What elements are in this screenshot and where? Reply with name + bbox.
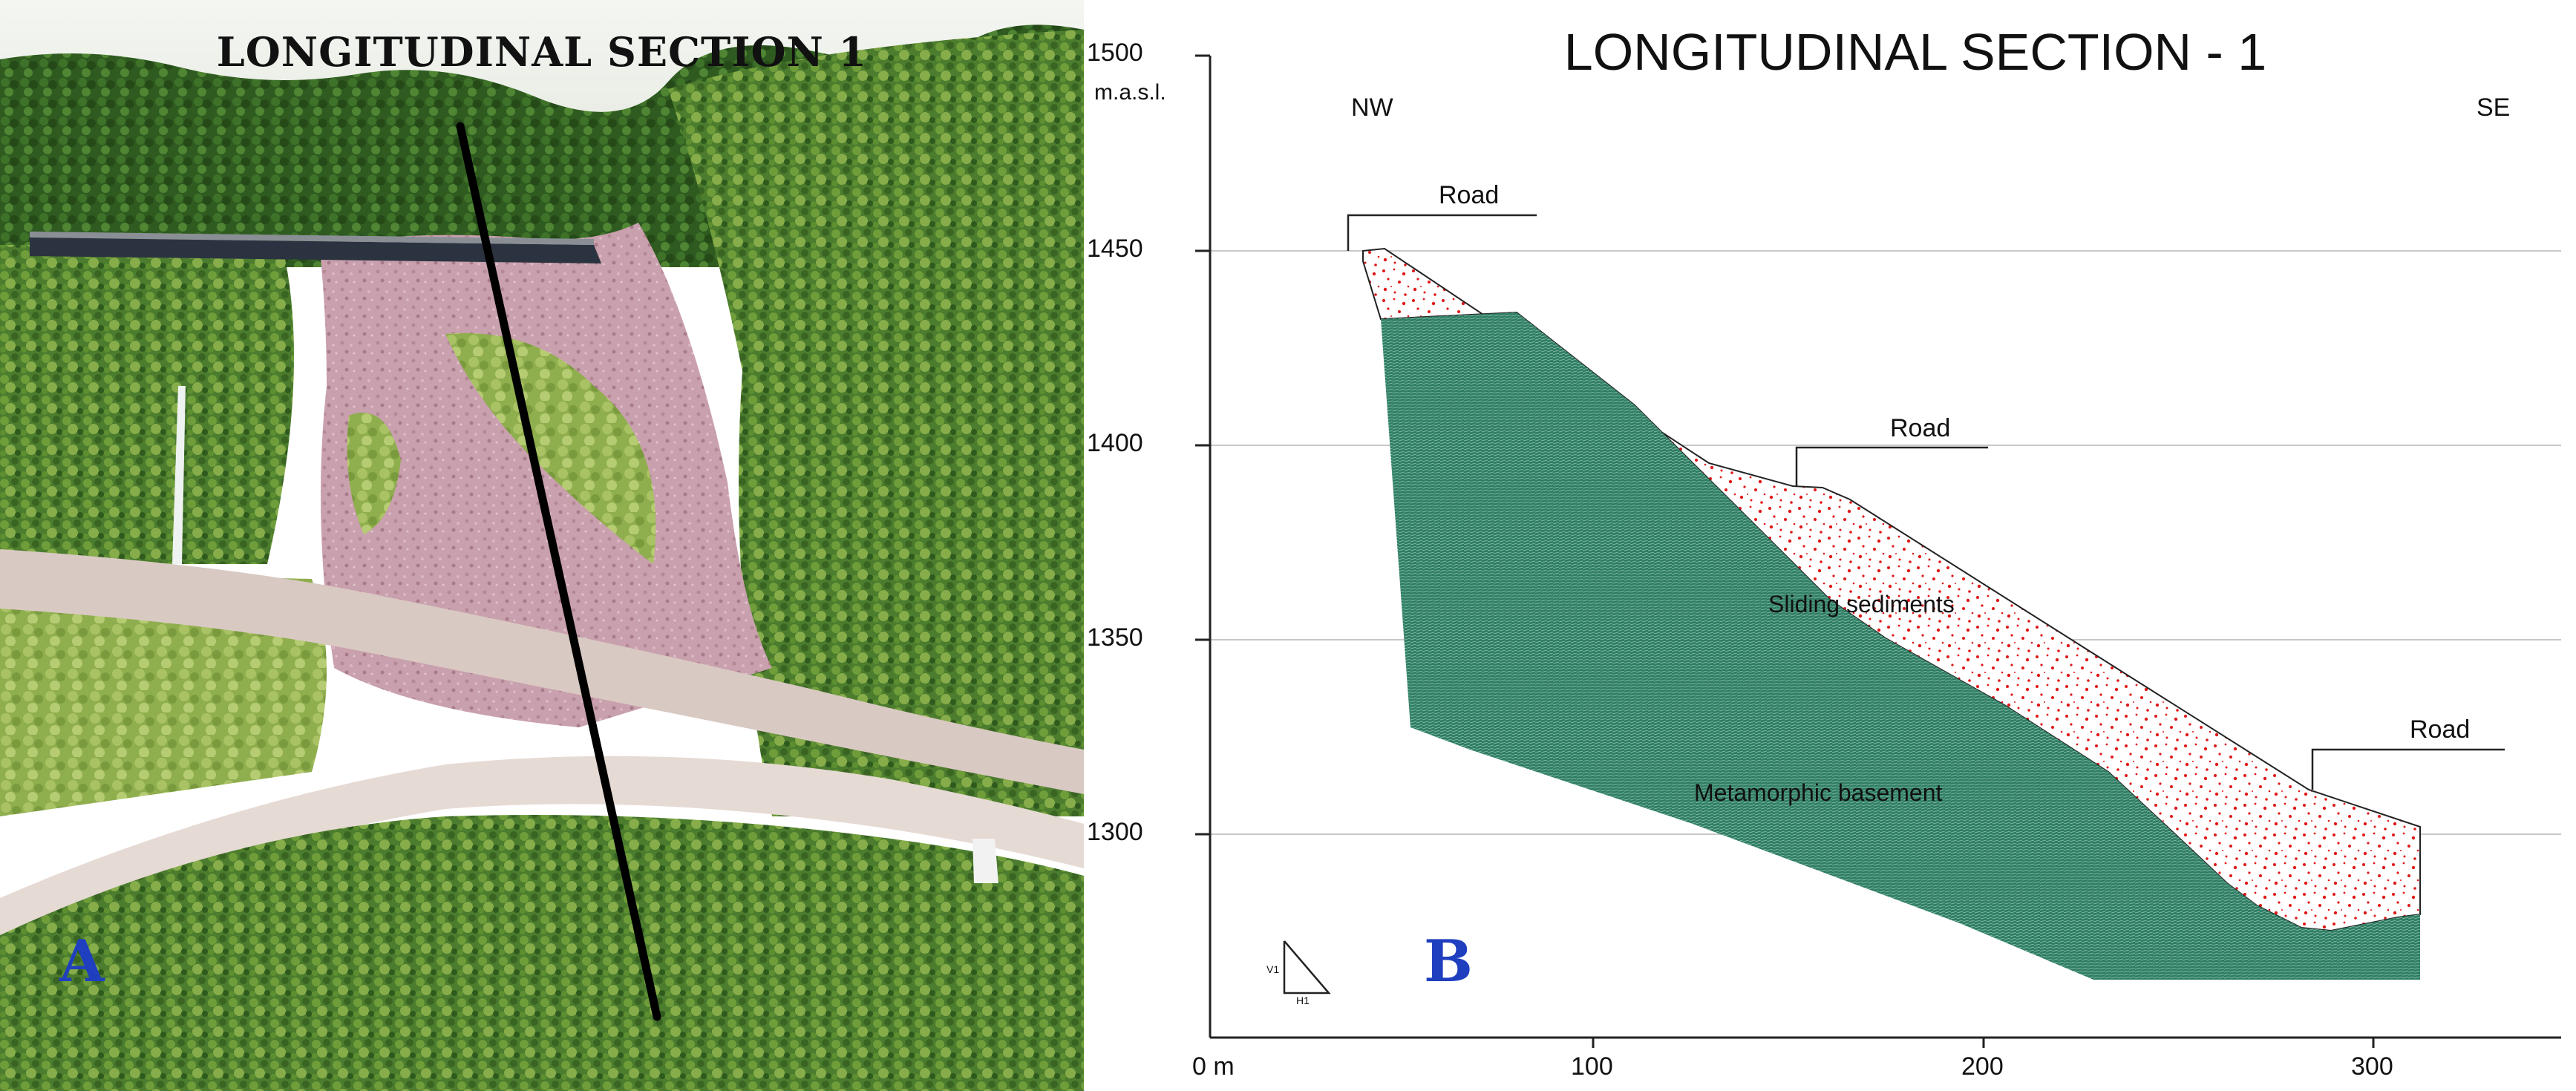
metamorphic-basement-layer: [1381, 312, 2420, 980]
road-label-3: Road: [2410, 715, 2471, 744]
sliding-sediments-label: Sliding sediments: [1768, 591, 1955, 617]
y-tick-1350: 1350: [1087, 623, 1143, 652]
photo-panel: LONGITUDINAL SECTION 1 A: [0, 0, 1084, 1091]
axes: [1195, 54, 2561, 1048]
panel-letter-a: A: [59, 928, 105, 995]
y-tick-1300: 1300: [1087, 818, 1143, 846]
photo-title: LONGITUDINAL SECTION 1: [216, 28, 868, 76]
section-diagram: [1195, 54, 2561, 1048]
section-line: [456, 122, 661, 1021]
scale-v-label: V1: [1266, 963, 1280, 975]
road-label-1: Road: [1439, 181, 1500, 209]
scale-h-label: H1: [1296, 995, 1310, 1006]
y-tick-1500: 1500: [1087, 39, 1143, 67]
y-tick-1450: 1450: [1087, 235, 1143, 263]
section-title: LONGITUDINAL SECTION - 1: [1563, 23, 2267, 81]
x-tick-200: 200: [1961, 1052, 2004, 1081]
section-panel: LONGITUDINAL SECTION - 1 1500 m.a.s.l. 1…: [1084, 0, 2576, 1091]
direction-se: SE: [2477, 94, 2511, 122]
scale-triangle: [1283, 940, 1331, 995]
landslide-photo: [0, 0, 1084, 1091]
x-tick-300: 300: [2351, 1052, 2393, 1081]
x-tick-0: 0 m: [1192, 1052, 1235, 1081]
metamorphic-basement-label: Metamorphic basement: [1694, 779, 1943, 806]
x-tick-100: 100: [1571, 1052, 1613, 1081]
y-axis-unit: m.a.s.l.: [1094, 80, 1166, 105]
panel-letter-b: B: [1424, 928, 1473, 995]
road-label-2: Road: [1890, 414, 1951, 442]
y-tick-1400: 1400: [1087, 429, 1143, 457]
road-markers: [1347, 214, 2505, 790]
direction-nw: NW: [1351, 94, 1393, 122]
